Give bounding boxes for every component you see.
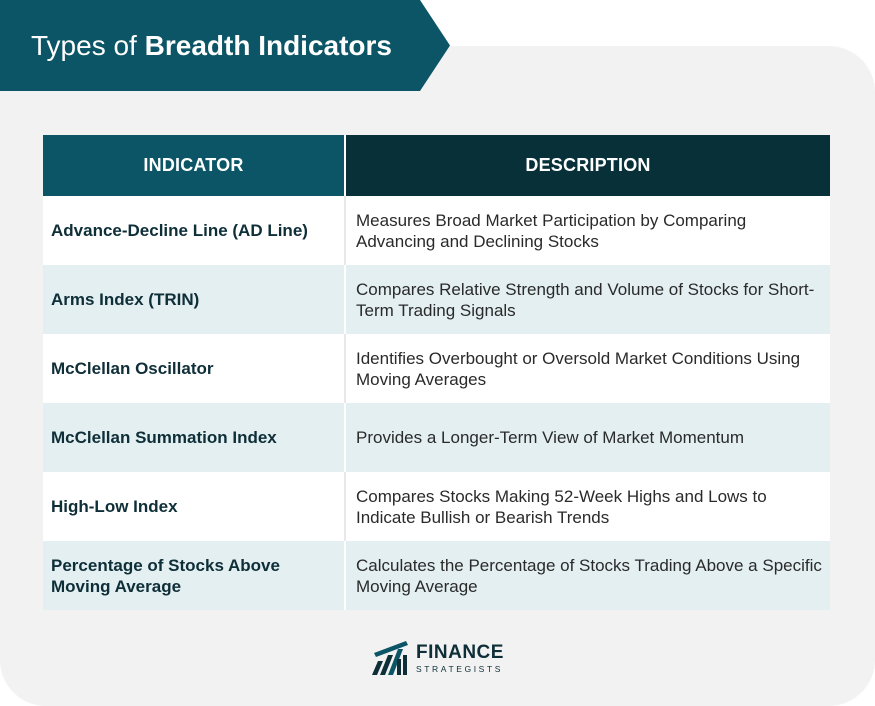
indicator-name: High-Low Index bbox=[43, 472, 346, 541]
table-row: McClellan Oscillator Identifies Overboug… bbox=[43, 334, 830, 403]
finance-strategists-logo-icon bbox=[372, 641, 408, 675]
indicator-description: Identifies Overbought or Oversold Market… bbox=[346, 334, 830, 403]
title-emphasis: Breadth Indicators bbox=[144, 29, 393, 61]
table-row: McClellan Summation Index Provides a Lon… bbox=[43, 403, 830, 472]
table-row: High-Low Index Compares Stocks Making 52… bbox=[43, 472, 830, 541]
indicators-table: INDICATOR DESCRIPTION Advance-Decline Li… bbox=[43, 135, 830, 610]
indicator-description: Calculates the Percentage of Stocks Trad… bbox=[346, 541, 830, 610]
indicator-name: Percentage of Stocks Above Moving Averag… bbox=[43, 541, 346, 610]
indicator-description: Compares Relative Strength and Volume of… bbox=[346, 265, 830, 334]
table-row: Advance-Decline Line (AD Line) Measures … bbox=[43, 196, 830, 265]
logo-wordmark-line2: STRATEGISTS bbox=[416, 663, 504, 674]
logo-wordmark-line1: FINANCE bbox=[416, 641, 504, 663]
indicator-name: McClellan Summation Index bbox=[43, 403, 346, 472]
indicator-description: Provides a Longer-Term View of Market Mo… bbox=[346, 403, 830, 472]
indicator-description: Measures Broad Market Participation by C… bbox=[346, 196, 830, 265]
header-indicator: INDICATOR bbox=[43, 135, 346, 196]
indicator-name: McClellan Oscillator bbox=[43, 334, 346, 403]
table-row: Percentage of Stocks Above Moving Averag… bbox=[43, 541, 830, 610]
indicator-name: Advance-Decline Line (AD Line) bbox=[43, 196, 346, 265]
indicator-description: Compares Stocks Making 52-Week Highs and… bbox=[346, 472, 830, 541]
title-prefix: Types of bbox=[31, 29, 137, 61]
header-description: DESCRIPTION bbox=[346, 135, 830, 196]
finance-strategists-logo: FINANCE STRATEGISTS bbox=[372, 640, 504, 676]
table-header-row: INDICATOR DESCRIPTION bbox=[43, 135, 830, 196]
table-row: Arms Index (TRIN) Compares Relative Stre… bbox=[43, 265, 830, 334]
title-banner: Types of Breadth Indicators bbox=[0, 0, 450, 91]
indicator-name: Arms Index (TRIN) bbox=[43, 265, 346, 334]
